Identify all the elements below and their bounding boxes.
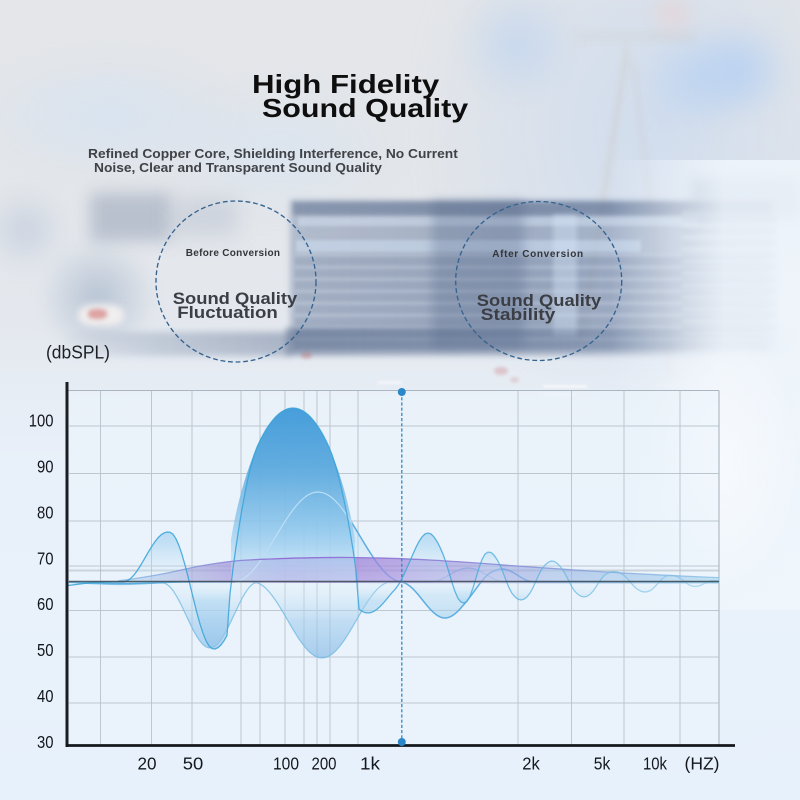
svg-text:10k: 10k	[643, 754, 667, 774]
svg-text:2k: 2k	[522, 754, 540, 774]
svg-text:100: 100	[273, 754, 299, 774]
svg-text:20: 20	[138, 754, 157, 774]
svg-text:(HZ): (HZ)	[685, 754, 720, 774]
svg-text:100: 100	[29, 411, 54, 431]
svg-text:70: 70	[37, 548, 54, 568]
svg-text:50: 50	[37, 640, 54, 660]
svg-text:40: 40	[37, 686, 54, 706]
svg-text:200: 200	[312, 754, 337, 774]
svg-text:90: 90	[37, 457, 54, 477]
svg-text:60: 60	[37, 594, 54, 614]
svg-text:30: 30	[37, 732, 54, 752]
svg-text:(dbSPL): (dbSPL)	[46, 342, 110, 363]
svg-text:1k: 1k	[360, 754, 380, 774]
svg-text:80: 80	[37, 502, 54, 522]
svg-text:50: 50	[183, 754, 204, 774]
svg-text:5k: 5k	[594, 754, 611, 774]
